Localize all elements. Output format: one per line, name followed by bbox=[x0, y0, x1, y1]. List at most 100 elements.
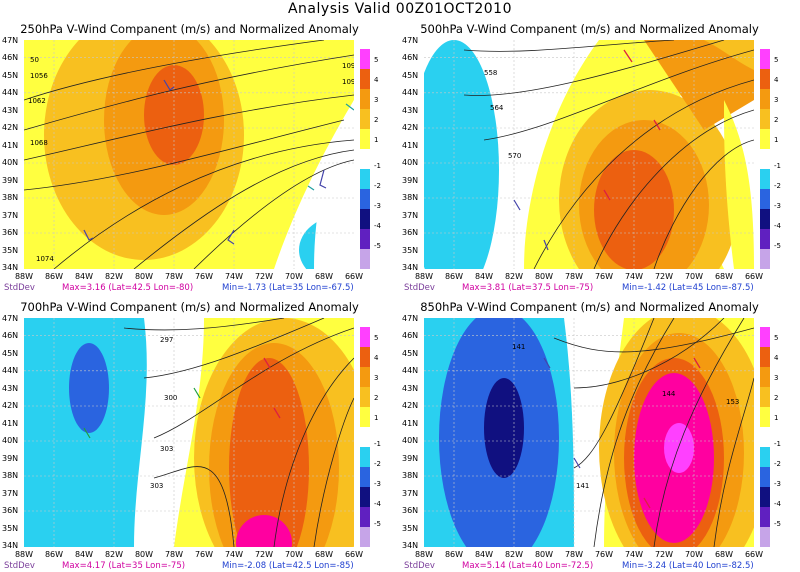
colorbar bbox=[760, 49, 770, 269]
y-tick: 45N bbox=[2, 349, 19, 358]
colorbar-label: 1 bbox=[774, 414, 779, 422]
stddev-label: StdDev bbox=[4, 561, 35, 571]
contour-label: 1068 bbox=[30, 139, 48, 147]
y-tick: 43N bbox=[2, 384, 19, 393]
colorbar-swatch bbox=[760, 249, 770, 269]
x-tick: 70W bbox=[284, 550, 304, 559]
colorbar-label: -5 bbox=[374, 520, 381, 528]
x-tick: 74W bbox=[624, 550, 644, 559]
colorbar-swatch bbox=[360, 327, 370, 347]
colorbar-label: 3 bbox=[774, 96, 779, 104]
x-tick: 74W bbox=[224, 550, 244, 559]
colorbar-swatch bbox=[760, 69, 770, 89]
colorbar-label: -3 bbox=[374, 202, 381, 210]
contour-label: 1098 bbox=[342, 78, 354, 86]
x-tick: 72W bbox=[654, 272, 674, 281]
colorbar bbox=[360, 327, 370, 547]
map-plot: 297 300 303 303 bbox=[24, 318, 354, 547]
y-tick: 35N bbox=[2, 246, 19, 255]
panel-500hpa: 500hPa V-Wind Companent (m/s) and Normal… bbox=[402, 22, 797, 293]
x-tick: 74W bbox=[224, 272, 244, 281]
x-tick: 76W bbox=[194, 272, 214, 281]
anomaly-map: 141 141 144 153 bbox=[424, 318, 754, 547]
colorbar-swatch bbox=[360, 487, 370, 507]
colorbar-swatch bbox=[360, 387, 370, 407]
colorbar-label: 2 bbox=[374, 394, 379, 402]
colorbar-swatch bbox=[360, 89, 370, 109]
contour-label: 50 bbox=[30, 56, 39, 64]
x-tick: 80W bbox=[534, 550, 554, 559]
y-tick: 44N bbox=[402, 88, 419, 97]
y-tick: 47N bbox=[402, 314, 419, 323]
x-tick: 70W bbox=[684, 272, 704, 281]
y-tick: 39N bbox=[2, 176, 19, 185]
map-plot: 558 564 570 bbox=[424, 40, 754, 269]
colorbar-label: 4 bbox=[774, 354, 779, 362]
y-tick: 46N bbox=[402, 331, 419, 340]
min-label: Min=-2.08 (Lat=42.5 Lon=-85) bbox=[222, 561, 354, 571]
max-label: Max=5.14 (Lat=40 Lon=-72.5) bbox=[462, 561, 594, 571]
colorbar bbox=[760, 327, 770, 547]
colorbar-swatch bbox=[360, 527, 370, 547]
y-tick: 45N bbox=[2, 71, 19, 80]
colorbar-label: 3 bbox=[374, 96, 379, 104]
x-tick: 84W bbox=[474, 550, 494, 559]
panel-700hpa: 700hPa V-Wind Companent (m/s) and Normal… bbox=[2, 300, 397, 571]
x-tick: 76W bbox=[594, 272, 614, 281]
colorbar-label: 4 bbox=[774, 76, 779, 84]
x-tick: 70W bbox=[684, 550, 704, 559]
y-tick: 36N bbox=[402, 228, 419, 237]
x-tick: 66W bbox=[744, 550, 764, 559]
x-tick: 82W bbox=[104, 272, 124, 281]
colorbar-swatch bbox=[760, 427, 770, 447]
y-tick: 35N bbox=[402, 246, 419, 255]
y-tick: 44N bbox=[2, 88, 19, 97]
colorbar-swatch bbox=[760, 49, 770, 69]
x-tick: 66W bbox=[344, 550, 364, 559]
panel-850hpa: 850hPa V-Wind Companent (m/s) and Normal… bbox=[402, 300, 797, 571]
x-tick: 78W bbox=[164, 272, 184, 281]
x-tick: 80W bbox=[134, 272, 154, 281]
colorbar-label: -3 bbox=[374, 480, 381, 488]
y-tick: 38N bbox=[2, 193, 19, 202]
stddev-label: StdDev bbox=[404, 283, 435, 293]
contour-label: 558 bbox=[484, 69, 497, 77]
y-tick: 46N bbox=[2, 331, 19, 340]
page-title: Analysis Valid 00Z01OCT2010 bbox=[287, 1, 512, 17]
x-tick: 68W bbox=[714, 272, 734, 281]
colorbar-swatch bbox=[760, 487, 770, 507]
colorbar-label: -5 bbox=[774, 242, 781, 250]
colorbar-swatch bbox=[760, 209, 770, 229]
y-tick: 40N bbox=[2, 158, 19, 167]
contour-label: 300 bbox=[164, 394, 177, 402]
y-tick: 36N bbox=[2, 506, 19, 515]
colorbar-swatch bbox=[760, 89, 770, 109]
colorbar-swatch bbox=[360, 69, 370, 89]
x-tick: 72W bbox=[254, 550, 274, 559]
colorbar-swatch bbox=[360, 467, 370, 487]
y-tick: 44N bbox=[2, 366, 19, 375]
y-tick: 45N bbox=[402, 349, 419, 358]
stddev-label: StdDev bbox=[404, 561, 435, 571]
colorbar-swatch bbox=[760, 407, 770, 427]
colorbar-label: -2 bbox=[774, 460, 781, 468]
y-tick: 37N bbox=[402, 489, 419, 498]
x-tick: 78W bbox=[564, 550, 584, 559]
colorbar-label: 2 bbox=[774, 394, 779, 402]
x-tick: 76W bbox=[594, 550, 614, 559]
x-tick: 86W bbox=[44, 550, 64, 559]
x-tick: 78W bbox=[164, 550, 184, 559]
x-tick: 84W bbox=[474, 272, 494, 281]
y-tick: 45N bbox=[402, 71, 419, 80]
y-tick: 36N bbox=[2, 228, 19, 237]
map-plot: 141 141 144 153 bbox=[424, 318, 754, 547]
y-tick: 47N bbox=[2, 314, 19, 323]
y-tick: 39N bbox=[402, 454, 419, 463]
y-tick: 42N bbox=[402, 123, 419, 132]
y-tick: 42N bbox=[2, 401, 19, 410]
x-tick: 70W bbox=[284, 272, 304, 281]
y-tick: 37N bbox=[402, 211, 419, 220]
colorbar-label: -2 bbox=[374, 460, 381, 468]
y-tick: 38N bbox=[2, 471, 19, 480]
colorbar-swatch bbox=[760, 467, 770, 487]
